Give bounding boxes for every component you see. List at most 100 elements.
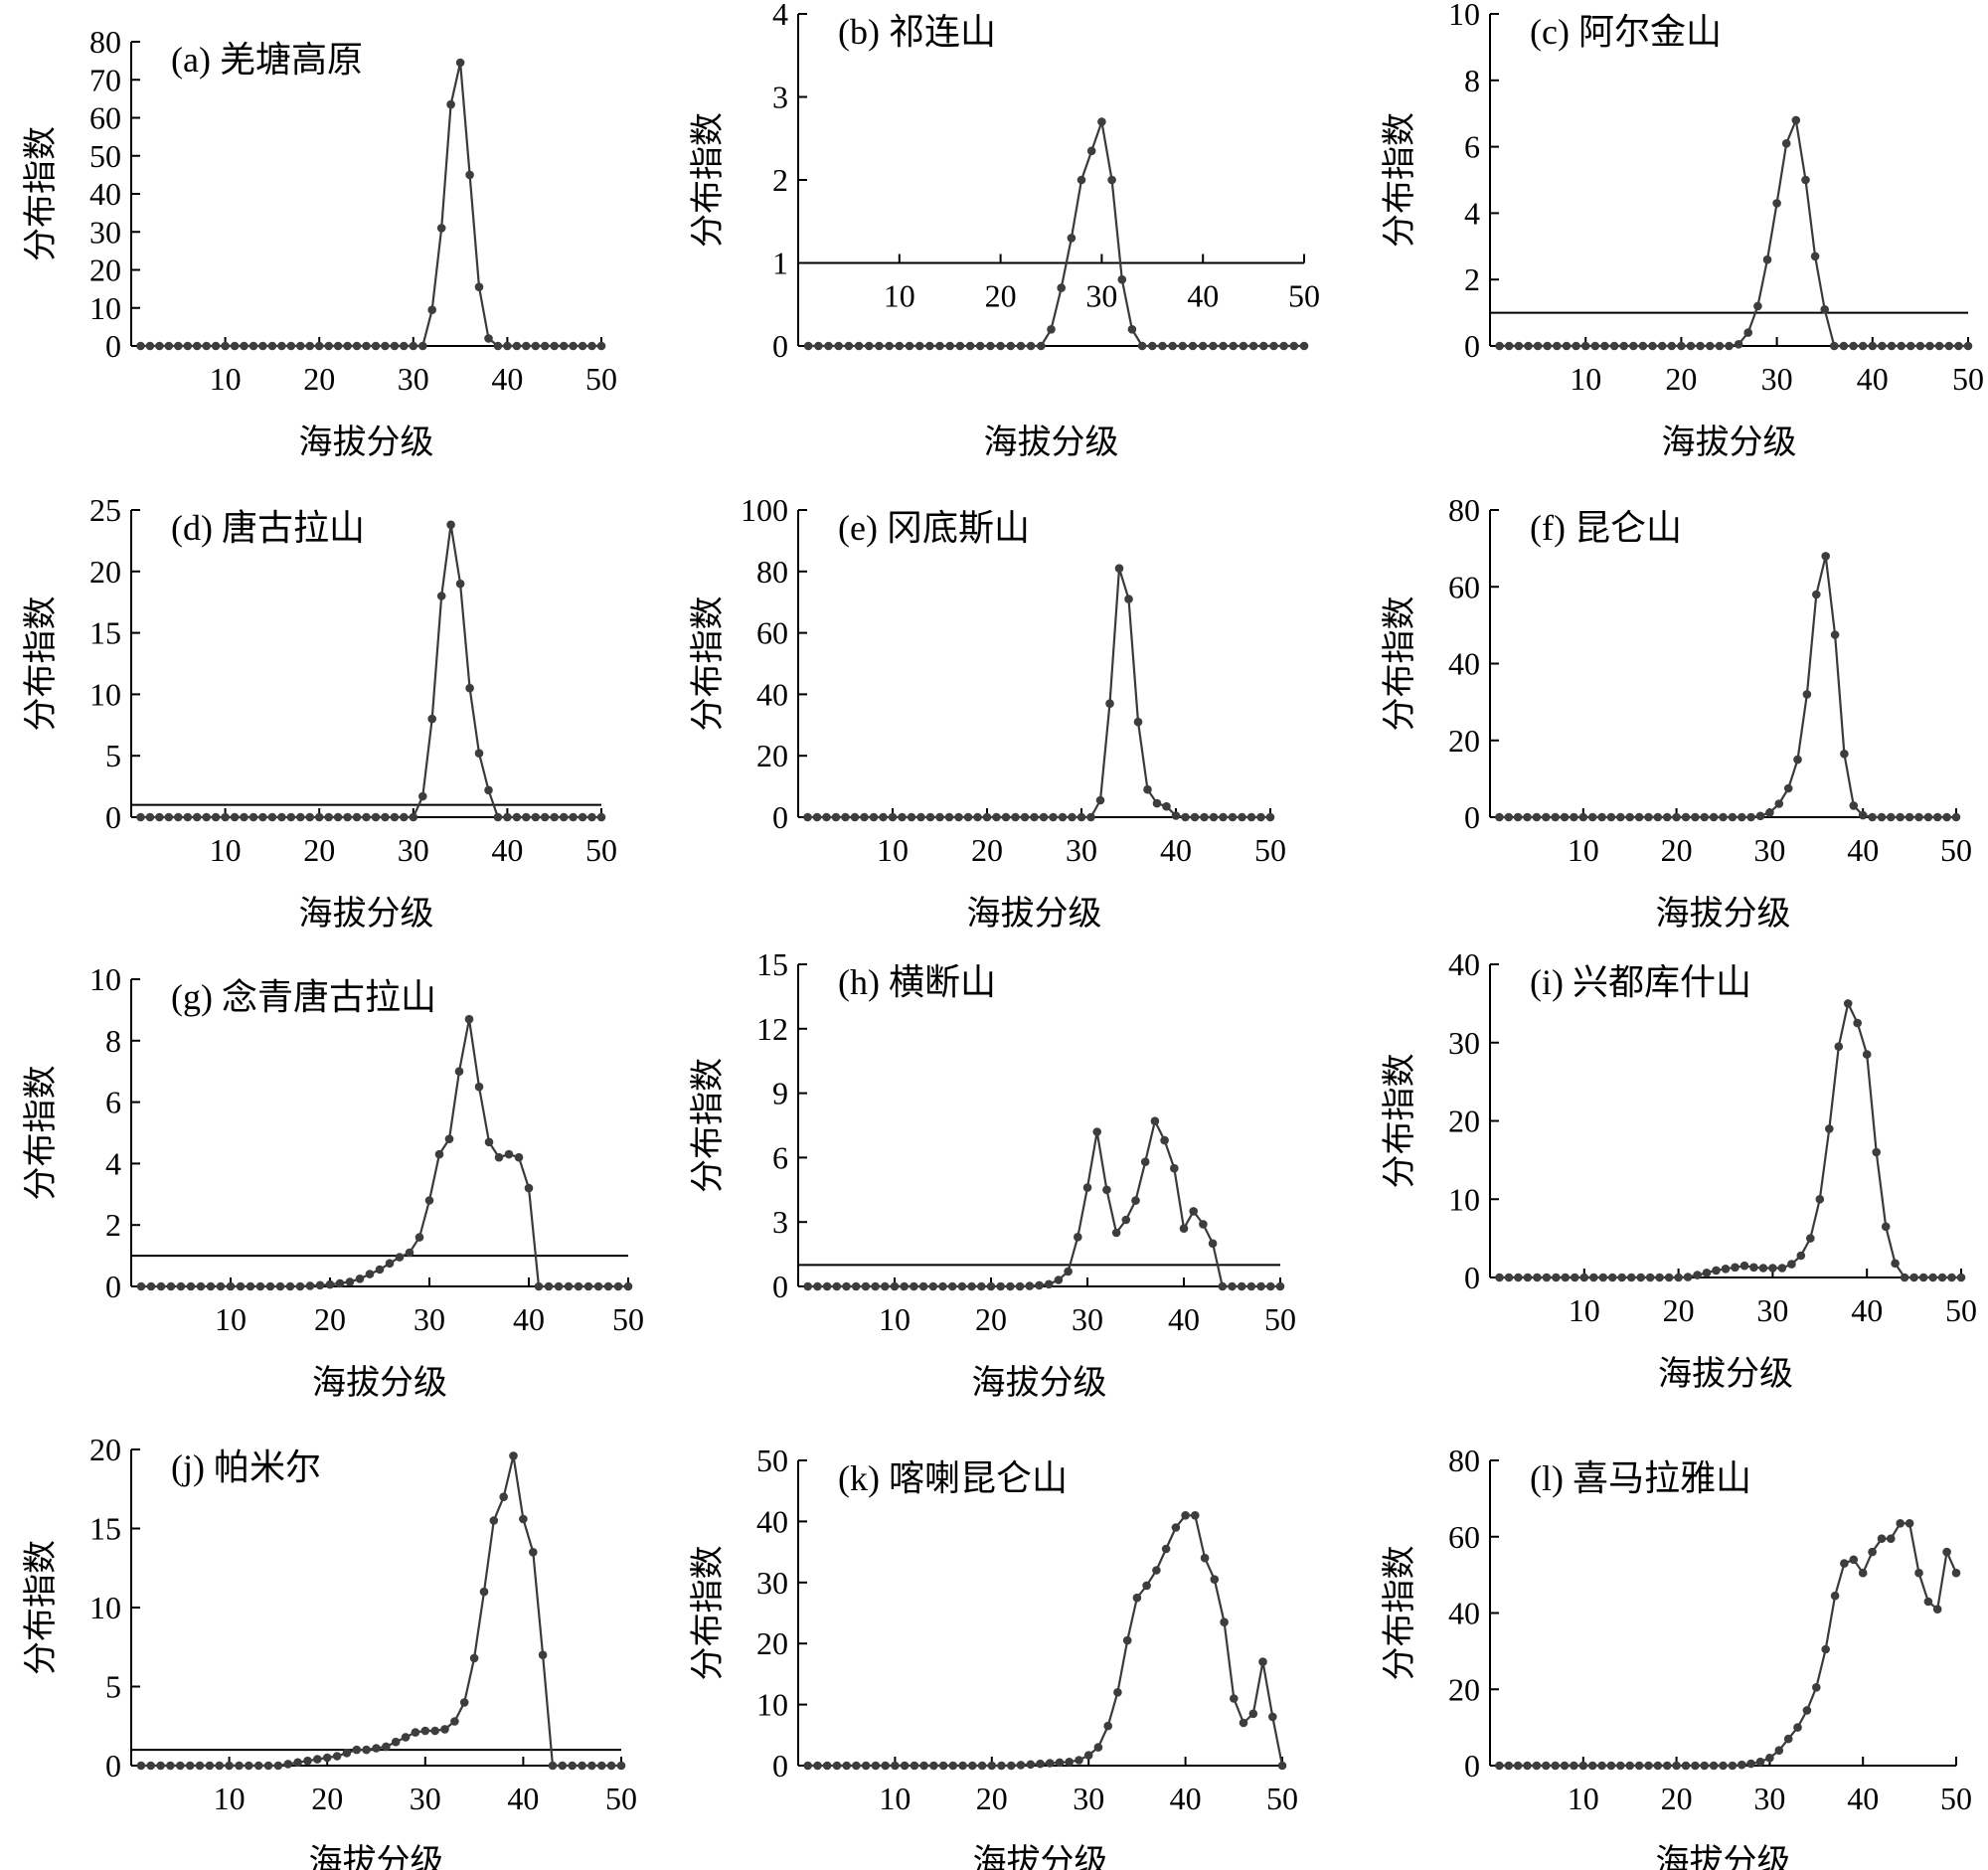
data-point — [1587, 812, 1597, 822]
data-point — [1246, 812, 1256, 822]
data-point — [1121, 1215, 1131, 1225]
data-point — [1077, 812, 1086, 822]
data-point — [1634, 1761, 1644, 1771]
y-tick-label: 20 — [756, 738, 788, 773]
data-point — [1513, 812, 1523, 822]
x-tick-label: 20 — [1661, 832, 1693, 868]
data-point — [1239, 341, 1248, 351]
data-point — [1638, 341, 1648, 351]
data-point — [1923, 1597, 1933, 1607]
data-point — [1189, 1207, 1198, 1216]
data-point — [352, 341, 362, 351]
data-point — [910, 1761, 919, 1771]
y-tick-label: 15 — [756, 946, 788, 982]
data-point — [371, 812, 381, 822]
data-point — [248, 341, 258, 351]
data-point — [1932, 1605, 1942, 1614]
data-point — [1636, 1273, 1645, 1282]
data-point — [253, 1761, 263, 1771]
chart-panel-10: (k) 喀喇昆仑山 0 10 20 30 40 50 10 20 30 40 50 海拔分级 分布指数 — [689, 1443, 1298, 1870]
chart-panel-6: (g) 念青唐古拉山 0 2 4 6 8 10 10 20 30 40 50 海拔分级 分布指数 — [22, 961, 644, 1402]
data-point — [910, 1281, 918, 1291]
data-point — [871, 1281, 880, 1291]
data-point — [1740, 1261, 1749, 1271]
data-point — [803, 1761, 812, 1771]
y-tick-label: 2 — [105, 1207, 121, 1243]
data-point — [1127, 325, 1137, 334]
y-tick-label: 0 — [105, 1269, 121, 1304]
data-point — [493, 812, 503, 822]
data-point — [955, 341, 965, 351]
data-point — [504, 1149, 514, 1159]
data-point — [1657, 341, 1667, 351]
y-axis-title: 分布指数 — [1381, 1054, 1418, 1189]
series-line-0 — [140, 1455, 621, 1768]
data-point — [1068, 812, 1077, 822]
data-point — [236, 1281, 246, 1291]
data-point — [851, 1281, 861, 1291]
data-point — [1561, 1273, 1571, 1282]
series-line-0 — [807, 1117, 1280, 1288]
data-point — [1731, 1263, 1740, 1273]
data-point — [1045, 1759, 1055, 1768]
data-point — [1914, 812, 1923, 822]
x-tick-label: 30 — [1085, 278, 1117, 314]
data-point — [512, 341, 522, 351]
data-point — [1533, 341, 1543, 351]
data-point — [225, 1761, 234, 1771]
x-tick-label: 40 — [1170, 1781, 1202, 1816]
data-point — [211, 812, 221, 822]
data-point — [1587, 1761, 1597, 1771]
data-point — [1801, 175, 1810, 185]
data-point — [1044, 1279, 1054, 1289]
x-tick-label: 50 — [585, 832, 617, 868]
x-tick-label: 20 — [985, 278, 1017, 314]
data-point — [1552, 1273, 1561, 1282]
data-point — [1777, 1264, 1787, 1273]
x-tick-label: 30 — [1066, 832, 1097, 868]
data-point — [554, 1281, 564, 1291]
y-axis-title: 分布指数 — [22, 1540, 60, 1675]
data-point — [1025, 1281, 1035, 1290]
data-point — [1858, 810, 1868, 820]
data-point — [916, 812, 925, 822]
data-point — [145, 812, 155, 822]
data-point — [355, 1275, 365, 1283]
data-point — [362, 812, 371, 822]
data-point — [405, 1248, 414, 1258]
data-point — [519, 1514, 528, 1524]
x-tick-label: 30 — [1756, 1292, 1788, 1328]
panel-title: (b) 祁连山 — [838, 12, 996, 52]
data-point — [362, 341, 371, 351]
data-point — [1878, 341, 1887, 351]
data-point — [948, 1761, 958, 1771]
data-point — [1572, 341, 1580, 351]
data-point — [938, 1761, 948, 1771]
data-point — [996, 341, 1005, 351]
x-tick-label: 20 — [303, 832, 335, 868]
x-tick-label: 10 — [1570, 361, 1601, 397]
data-point — [1802, 690, 1812, 699]
data-point — [1755, 1757, 1765, 1767]
x-tick-label: 30 — [1073, 1781, 1104, 1816]
y-axis-title: 分布指数 — [689, 1058, 727, 1193]
data-point — [1942, 812, 1951, 822]
data-point — [176, 1281, 186, 1291]
x-tick-label: 40 — [1847, 832, 1879, 868]
data-point — [1132, 1593, 1142, 1603]
data-point — [587, 341, 596, 351]
chart-panel-8: (i) 兴都库什山 0 10 20 30 40 10 20 30 40 50 海拔分级 分布指数 — [1381, 946, 1977, 1393]
data-point — [925, 812, 935, 822]
data-point — [613, 1281, 623, 1291]
x-tick-label: 50 — [1945, 1292, 1977, 1328]
data-point — [1168, 341, 1177, 351]
data-point — [345, 1277, 355, 1286]
data-point — [1011, 812, 1020, 822]
x-tick-label: 50 — [1288, 278, 1320, 314]
data-point — [538, 1650, 548, 1659]
data-point — [1738, 1760, 1746, 1770]
y-tick-label: 4 — [105, 1145, 121, 1181]
data-point — [446, 520, 455, 530]
y-tick-label: 8 — [105, 1023, 121, 1059]
data-point — [1142, 1581, 1151, 1591]
